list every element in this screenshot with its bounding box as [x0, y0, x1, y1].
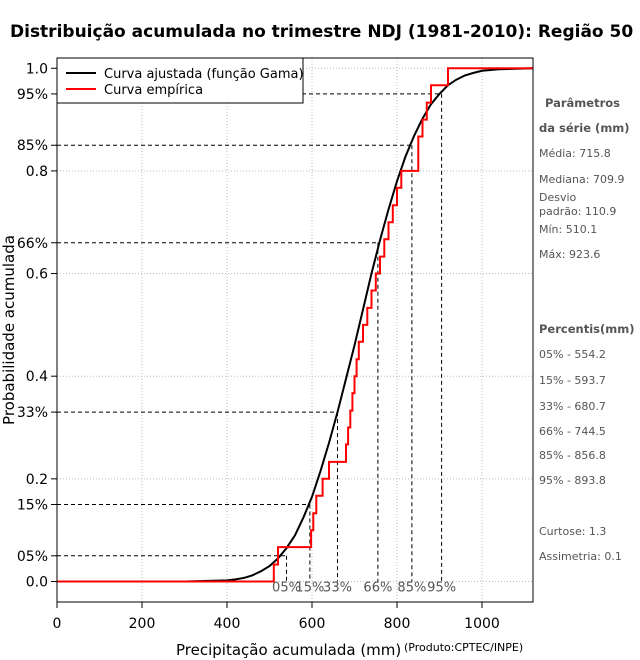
grid — [56, 58, 533, 602]
credit-label: (Produto:CPTEC/INPE) — [404, 641, 523, 654]
x-axis-ticks: 0 200 400 600 800 1000 — [53, 602, 500, 632]
series-layer — [57, 67, 534, 583]
stat-mediana: Mediana: 709.9 — [539, 173, 624, 186]
y-axis-ticks: 0.0 05% 15% 0.2 33% 0.4 0.6 66% 0.8 85% 95% 1.0 — [17, 61, 57, 590]
percentil-05: 05% - 554.2 — [539, 348, 606, 361]
percentile-marker-label: 95% — [427, 580, 456, 595]
percentile-marker-label: 15% — [295, 580, 324, 595]
x-tick-label: 0 — [53, 616, 62, 632]
y-tick-label: 0.6 — [26, 267, 48, 283]
legend-label-empirical: Curva empírica — [104, 83, 203, 98]
percentis-heading: Percentis(mm) — [539, 322, 634, 336]
percentile-labels: 05%15%33% 66% 85% 95% — [272, 580, 456, 595]
y-tick-label: 15% — [17, 497, 48, 513]
stat-desvio-2: padrão: 110.9 — [539, 205, 616, 218]
y-tick-label: 05% — [17, 549, 48, 565]
y-axis-label: Probabilidade acumulada — [0, 235, 18, 425]
stat-assimetria: Assimetria: 0.1 — [539, 550, 622, 563]
chart-title: Distribuição acumulada no trimestre NDJ … — [10, 22, 633, 42]
legend-box — [56, 57, 304, 104]
x-tick-label: 800 — [384, 616, 411, 632]
empirical-step-curve — [57, 67, 533, 583]
percentile-marker-label: 05% — [272, 580, 301, 595]
percentil-95: 95% - 893.8 — [539, 474, 606, 487]
y-tick-label: 85% — [17, 138, 48, 154]
legend: Curva ajustada (função Gama) Curva empír… — [56, 57, 304, 104]
x-axis-label: Precipitação acumulada (mm) — [176, 641, 401, 659]
percentil-85: 85% - 856.8 — [539, 449, 606, 462]
x-tick-label: 200 — [129, 616, 156, 632]
y-tick-label: 0.2 — [26, 472, 48, 488]
y-tick-label: 66% — [17, 236, 48, 252]
plot-frame — [56, 57, 534, 603]
x-tick-label: 600 — [299, 616, 326, 632]
y-tick-label: 0.0 — [26, 574, 48, 590]
x-tick-label: 1000 — [464, 616, 500, 632]
y-tick-label: 0.4 — [26, 369, 48, 385]
percentil-66: 66% - 744.5 — [539, 425, 606, 438]
stat-desvio-1: Desvio — [539, 191, 577, 204]
fitted-gamma-curve — [57, 67, 534, 583]
stat-media: Média: 715.8 — [539, 147, 611, 160]
percentile-marker-label: 33% — [323, 580, 352, 595]
legend-label-fitted: Curva ajustada (função Gama) — [104, 67, 304, 82]
percentile-guides — [57, 93, 443, 582]
y-tick-label: 0.8 — [26, 164, 48, 180]
y-tick-label: 1.0 — [26, 61, 48, 77]
params-heading-1: Parâmetros — [545, 96, 620, 110]
percentil-33: 33% - 680.7 — [539, 400, 606, 413]
x-tick-label: 400 — [214, 616, 241, 632]
percentil-15: 15% - 593.7 — [539, 374, 606, 387]
stats-panel: Parâmetros da série (mm) Média: 715.8 Me… — [539, 96, 634, 563]
stat-min: Mín: 510.1 — [539, 223, 597, 236]
stat-curtose: Curtose: 1.3 — [539, 525, 606, 538]
params-heading-2: da série (mm) — [539, 121, 630, 135]
percentile-marker-label: 85% — [397, 580, 426, 595]
y-tick-label: 33% — [17, 405, 48, 421]
y-tick-label: 95% — [17, 87, 48, 103]
stat-max: Máx: 923.6 — [539, 248, 600, 261]
percentile-marker-label: 66% — [363, 580, 392, 595]
